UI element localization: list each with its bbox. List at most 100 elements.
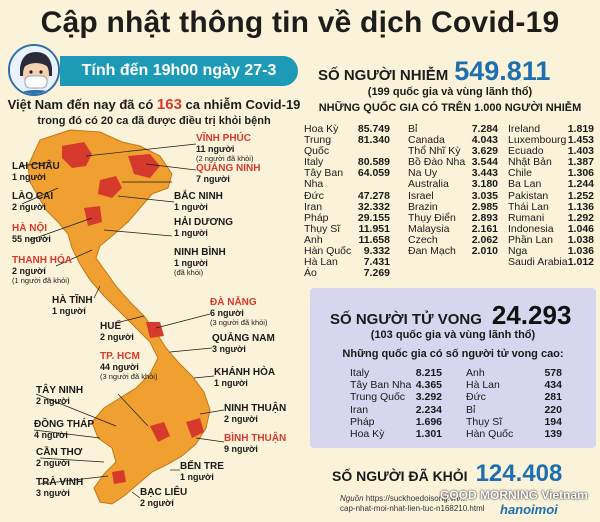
deaths-column-2: Anh 578 Hà Lan 434 Đức 281 Bỉ 220 Thụy Sĩ 194 Hàn … (466, 367, 562, 440)
province-label: TRÀ VINH 3 người (36, 477, 84, 499)
masked-person-icon (8, 44, 60, 96)
country-name: Nhật Bản (508, 156, 552, 169)
country-row: Rumani 1.292 (508, 211, 594, 224)
country-name: Canada (408, 134, 445, 147)
country-value: 1.819 (567, 123, 594, 135)
country-value: 3.544 (471, 156, 498, 169)
country-row: Nhật Bản 1.387 (508, 157, 594, 168)
province-label: LAI CHÂU 1 người (12, 161, 60, 183)
country-row: Malaysia 2.161 (408, 222, 498, 235)
cases-column-1: Hoa Kỳ 85.749 Trung Quốc 81.340 Italy 80.589 T… (304, 123, 390, 279)
country-name: Anh (466, 367, 485, 379)
country-value: 7.431 (363, 256, 390, 269)
deaths-table-heading: Những quốc gia có số người tử vong cao: (342, 348, 564, 360)
province-label: HÀ TĨNH 1 người (52, 295, 93, 317)
province-label: NINH THUẬN 2 người (224, 403, 287, 425)
country-row: Tây Ban Nha 64.059 (304, 168, 390, 190)
country-name: Thái Lan (508, 200, 549, 213)
country-row: Áo 7.269 (304, 268, 390, 279)
country-value: 2.893 (471, 211, 498, 224)
country-value: 1.453 (567, 134, 594, 147)
province-label: ĐÀ NẴNG 6 người (3 người đã khỏi) (210, 297, 268, 328)
country-value: 85.749 (357, 123, 390, 135)
country-value: 220 (544, 403, 562, 416)
country-row: Canada 4.043 (408, 134, 498, 147)
country-row: Saudi Arabia 1.012 (508, 257, 594, 268)
country-value: 1.136 (567, 200, 594, 213)
country-name: Iran (350, 403, 369, 416)
country-name: Italy (304, 156, 324, 169)
country-row: Indonesia 1.046 (508, 223, 594, 235)
deaths-subtitle: (103 quốc gia và vùng lãnh thổ) (370, 329, 536, 341)
cases-column-2: Bỉ 7.284 Canada 4.043 Thổ Nhĩ Kỳ 3.629 Bồ Đào … (408, 123, 498, 258)
country-row: Đức 281 (466, 391, 562, 403)
source-link[interactable]: https://suckhoedoisong.vn/... (365, 494, 468, 503)
country-row: Trung Quốc 81.340 (304, 134, 390, 157)
recovered-total: 124.408 (475, 460, 563, 487)
country-row: Thụy Điển 2.893 (408, 211, 498, 224)
country-value: 281 (544, 391, 562, 404)
province-label: BẠC LIÊU 2 người (140, 487, 188, 509)
country-row: Hà Lan 434 (466, 379, 562, 391)
country-value: 1.036 (567, 245, 594, 258)
country-row: Pháp 1.696 (350, 416, 442, 428)
country-value: 11.951 (358, 222, 390, 235)
country-value: 1.696 (415, 415, 442, 428)
province-label: HUẾ 2 người (100, 321, 134, 343)
province-label: NINH BÌNH 1 người (đã khỏi) (174, 247, 226, 278)
recovered-label: SỐ NGƯỜI ĐÃ KHỎI (332, 468, 468, 484)
country-value: 3.443 (471, 167, 498, 180)
country-name: Đan Mạch (408, 245, 456, 258)
country-row: Anh 11.658 (304, 234, 390, 246)
province-label: BÌNH THUẬN 9 người (224, 433, 287, 455)
country-name: Ba Lan (508, 178, 542, 191)
country-row: Thái Lan 1.136 (508, 200, 594, 213)
country-value: 4.043 (471, 134, 498, 147)
country-name: Chile (508, 167, 532, 180)
country-row: Thụy Sĩ 194 (466, 416, 562, 428)
province-label: ĐỒNG THÁP 4 người (34, 419, 94, 441)
country-row: Hà Lan 7.431 (304, 257, 390, 268)
deaths-total: 24.293 (491, 300, 572, 330)
recovered-header: SỐ NGƯỜI ĐÃ KHỎI 124.408 (332, 460, 596, 488)
country-row: Pháp 29.155 (304, 212, 390, 224)
country-name: Iran (304, 200, 323, 213)
date-banner: Tính đến 19h00 ngày 27-3 (60, 56, 298, 86)
country-name: Thụy Sĩ (304, 222, 341, 235)
country-name: Na Uy (408, 167, 438, 180)
country-value: 578 (544, 367, 562, 379)
country-row: Đan Mạch 2.010 (408, 245, 498, 258)
country-row: Bỉ 7.284 (408, 123, 498, 135)
country-row: Iran 2.234 (350, 404, 442, 416)
province-label: CẦN THƠ 2 người (36, 447, 83, 469)
country-name: Thụy Điển (408, 211, 456, 224)
country-name: Rumani (508, 211, 545, 224)
province-label: QUẢNG NINH 7 người (196, 163, 261, 185)
country-row: Hàn Quốc 139 (466, 428, 562, 440)
country-value: 64.059 (357, 167, 390, 180)
province-label: LÀO CAI 2 người (12, 191, 54, 213)
country-value: 7.284 (471, 123, 498, 135)
vietnam-map: VĨNH PHÚC 11 người (2 người đã khỏi) LAI… (0, 126, 300, 508)
deaths-label: SỐ NGƯỜI TỬ VONG (330, 311, 482, 328)
country-row: Ecuado 1.403 (508, 146, 594, 157)
country-value: 139 (544, 428, 562, 441)
country-name: Bỉ (408, 123, 418, 135)
country-name: Luxembourg (508, 134, 567, 147)
country-name: Thổ Nhĩ Kỳ (408, 145, 461, 158)
country-row: Anh 578 (466, 367, 562, 379)
country-value: 1.301 (415, 428, 442, 441)
country-value: 434 (544, 379, 562, 392)
country-name: Saudi Arabia (508, 256, 568, 269)
country-row: Brazin 2.985 (408, 201, 498, 213)
country-row: Thụy Sĩ 11.951 (304, 222, 390, 235)
country-name: Bồ Đào Nha (408, 156, 466, 169)
country-name: Hàn Quốc (304, 245, 352, 258)
country-value: 2.161 (471, 222, 498, 235)
publisher-logo: GOOD MORNING Vietnam hanoimoi (440, 488, 588, 517)
country-name: Đức (466, 391, 486, 404)
country-name: Phần Lan (508, 233, 553, 246)
country-row: Tây Ban Nha 4.365 (350, 379, 442, 391)
source-note: Nguồn https://suckhoedoisong.vn/... cap-… (340, 494, 485, 513)
country-row: Czech 2.062 (408, 234, 498, 246)
